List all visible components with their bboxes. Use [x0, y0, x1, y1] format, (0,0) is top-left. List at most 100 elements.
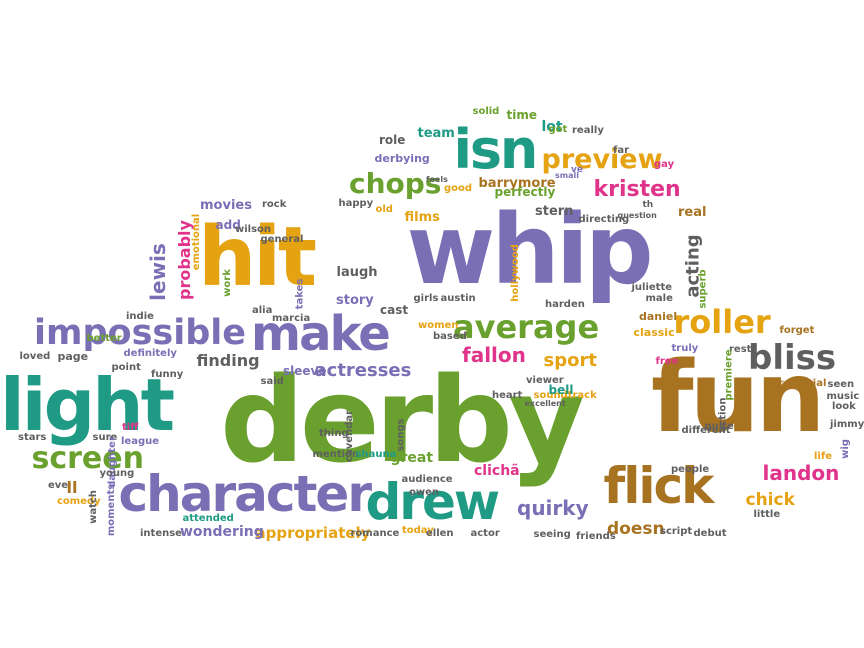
cloud-word: rock	[262, 199, 287, 210]
cloud-word: hit	[198, 210, 317, 305]
cloud-word: hollywood	[509, 244, 521, 302]
cloud-word: time	[506, 108, 538, 122]
cloud-word: derby	[220, 351, 585, 489]
cloud-word: whip	[406, 194, 654, 306]
cloud-word: music	[826, 391, 860, 402]
cloud-word: th	[642, 199, 654, 210]
cloud-word: classic	[633, 325, 675, 339]
cloud-word: landon	[762, 461, 840, 485]
cloud-word: actor	[470, 528, 500, 539]
cloud-word: marcia	[272, 313, 311, 324]
cloud-word: stern	[535, 203, 574, 219]
cloud-word: league	[121, 436, 160, 447]
cloud-word: sleeve	[283, 364, 327, 378]
cloud-word: forget	[779, 325, 815, 336]
cloud-word: intense	[140, 528, 182, 539]
cloud-word: impossible	[34, 312, 247, 353]
cloud-word: young	[99, 468, 135, 479]
cloud-word: shauna	[355, 449, 397, 460]
cloud-word: friends	[576, 531, 616, 542]
cloud-word: old	[375, 204, 393, 215]
cloud-word: isn	[453, 118, 539, 181]
cloud-word: cavendar	[343, 410, 355, 462]
cloud-word: add	[215, 218, 241, 232]
cloud-word: male	[645, 293, 673, 304]
cloud-word: people	[671, 464, 710, 475]
cloud-word: truly	[671, 343, 699, 354]
cloud-word: eve	[48, 480, 69, 491]
cloud-word: excellent	[524, 399, 566, 408]
cloud-word: stars	[18, 432, 47, 443]
cloud-word: life	[814, 451, 832, 462]
cloud-word: chick	[745, 489, 795, 510]
cloud-word: make	[251, 306, 391, 362]
cloud-word: light	[0, 363, 175, 447]
cloud-word: general	[260, 234, 304, 245]
cloud-word: question	[617, 211, 657, 220]
cloud-word: harden	[545, 299, 585, 310]
cloud-word: kristen	[593, 177, 681, 202]
cloud-word: point	[111, 362, 141, 373]
cloud-word: perfectly	[494, 185, 556, 199]
cloud-word: real	[678, 204, 707, 220]
cloud-word: ll	[66, 478, 78, 497]
cloud-word: script	[660, 526, 693, 537]
cloud-word: daniel	[639, 309, 678, 323]
cloud-word: fun	[651, 341, 825, 455]
cloud-word: viewer	[526, 375, 564, 386]
cloud-word: mention	[312, 449, 360, 460]
cloud-word: songs	[395, 418, 407, 452]
cloud-word: average	[453, 308, 600, 346]
cloud-word: cast	[380, 303, 409, 317]
cloud-word: superb	[697, 269, 709, 309]
cloud-word: based	[433, 331, 467, 342]
cloud-word: chops	[349, 167, 442, 200]
cloud-word: sport	[543, 350, 597, 371]
cloud-word: loved	[19, 351, 51, 362]
cloud-word: solid	[472, 106, 500, 117]
cloud-word: actresses	[314, 360, 412, 381]
cloud-word: appropriately	[255, 523, 371, 542]
cloud-word: directorial	[768, 378, 827, 389]
cloud-word: premiere	[723, 349, 735, 401]
cloud-word: bliss	[748, 338, 837, 378]
cloud-word: definitely	[123, 348, 177, 359]
cloud-word: today	[402, 525, 434, 536]
cloud-word: comedy	[57, 496, 101, 507]
cloud-word: little	[753, 509, 781, 520]
cloud-word: wilson	[235, 224, 272, 235]
cloud-word: got	[548, 124, 568, 135]
cloud-word: films	[404, 209, 440, 225]
cloud-word: daughter	[106, 436, 118, 488]
cloud-word: thing	[319, 428, 349, 439]
cloud-word: ellen	[426, 528, 454, 539]
cloud-word: heart	[492, 390, 523, 401]
cloud-word: page	[57, 349, 89, 363]
cloud-word: soundtrack	[533, 390, 597, 401]
cloud-word: indie	[126, 311, 154, 322]
cloud-word: takes	[293, 278, 305, 310]
cloud-word: sure	[92, 432, 118, 443]
cloud-word: wig	[839, 439, 851, 459]
cloud-word: really	[572, 125, 604, 136]
cloud-word: emotional	[191, 213, 203, 271]
cloud-word: lewis	[145, 243, 170, 301]
cloud-word: wondering	[180, 524, 264, 540]
cloud-word: directing	[578, 214, 630, 225]
cloud-word: women	[418, 320, 459, 331]
cloud-word: bell	[548, 383, 574, 397]
cloud-word: audience	[401, 474, 453, 485]
cloud-word: roller	[673, 303, 771, 341]
cloud-word: free	[655, 356, 679, 367]
cloud-word: derbying	[374, 151, 430, 165]
cloud-word: alia	[252, 305, 273, 316]
cloud-word: ve	[571, 164, 583, 175]
cloud-word: finding	[196, 351, 260, 370]
cloud-word: screen	[31, 441, 145, 476]
cloud-word: barrymore	[478, 175, 556, 191]
cloud-word: austin	[440, 293, 476, 304]
cloud-word: happy	[338, 198, 374, 209]
cloud-word: gay	[654, 159, 675, 170]
cloud-word: preview	[541, 143, 663, 175]
